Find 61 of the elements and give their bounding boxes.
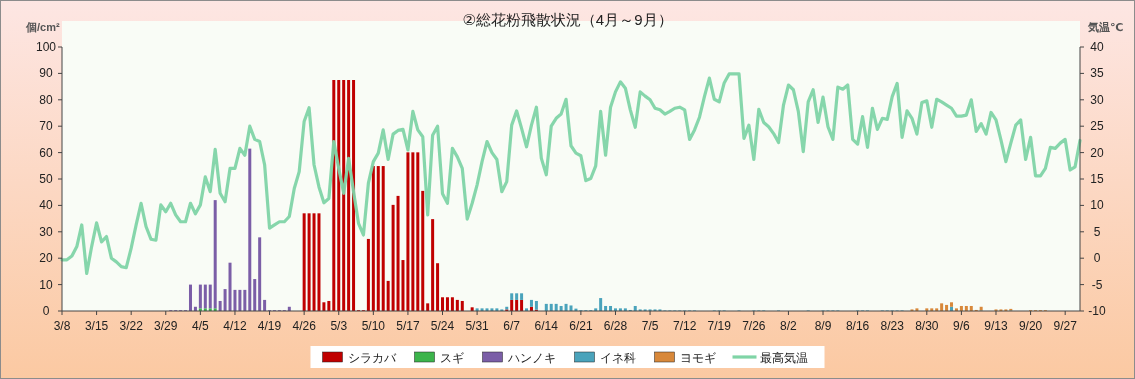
x-tick-label: 8/9: [814, 319, 832, 333]
x-tick-label: 8/30: [915, 319, 939, 333]
y2-tick-label: 40: [1090, 40, 1104, 54]
y2-axis-title: 気温℃: [1087, 21, 1124, 33]
y-tick-label: 50: [39, 172, 53, 186]
x-tick-label: 7/12: [672, 319, 697, 333]
legend-label: ハンノキ: [506, 350, 556, 365]
y2-tick-label: -10: [1088, 304, 1106, 318]
x-tick-label: 5/17: [396, 319, 420, 333]
y2-tick-label: 0: [1093, 251, 1101, 266]
legend-label: シラカバ: [347, 350, 397, 365]
x-tick-label: 3/15: [84, 319, 109, 333]
y-tick-label: 30: [39, 224, 53, 239]
y-tick-label: 20: [39, 251, 53, 266]
x-tick-label: 7/5: [641, 319, 659, 333]
x-tick-label: 3/8: [53, 319, 71, 333]
y-tick-label: 0: [42, 304, 50, 318]
x-tick-label: 9/13: [984, 319, 1008, 333]
x-tick-label: 3/22: [119, 319, 144, 333]
x-tick-label: 8/16: [845, 319, 870, 333]
y-tick-label: 60: [39, 145, 53, 160]
y2-tick-label: 35: [1090, 66, 1104, 81]
legend-label: 最高気温: [759, 350, 808, 365]
y2-tick-label: 30: [1090, 92, 1104, 107]
x-tick-label: 4/26: [292, 319, 317, 333]
x-tick-label: 3/29: [154, 319, 178, 333]
y-tick-label: 90: [39, 66, 53, 81]
y-tick-label: 100: [35, 40, 57, 54]
y-tick-label: 40: [39, 198, 53, 213]
legend-label: ヨモギ: [679, 350, 716, 365]
y-axis-title: 個/cm²: [25, 21, 60, 33]
x-tick-label: 6/21: [569, 319, 593, 333]
x-tick-label: 4/5: [192, 319, 210, 333]
x-tick-label: 6/28: [603, 319, 628, 333]
x-tick-label: 5/3: [330, 319, 348, 333]
x-tick-label: 5/24: [430, 319, 455, 333]
x-tick-label: 8/23: [880, 319, 905, 333]
y2-tick-label: 20: [1090, 145, 1104, 160]
y2-tick-label: -5: [1091, 277, 1103, 292]
legend-label: スギ: [439, 350, 464, 365]
y-tick-label: 10: [39, 277, 53, 292]
y2-tick-label: 5: [1093, 224, 1101, 239]
x-tick-label: 5/10: [361, 319, 386, 333]
y2-tick-label: 10: [1090, 198, 1104, 213]
x-tick-label: 9/6: [953, 319, 971, 333]
y-tick-label: 80: [39, 92, 53, 107]
x-tick-label: 8/2: [780, 319, 798, 333]
x-tick-label: 5/31: [465, 319, 490, 333]
x-tick-label: 7/26: [742, 319, 766, 333]
x-tick-label: 4/19: [257, 319, 282, 333]
legend-label: イネ科: [599, 350, 636, 365]
x-tick-label: 9/20: [1018, 319, 1043, 333]
x-tick-label: 6/7: [503, 319, 521, 333]
x-tick-label: 6/14: [534, 319, 559, 333]
chart-title: ②総花粉飛散状況（4月～9月）: [462, 11, 673, 28]
y2-tick-label: 15: [1090, 172, 1104, 186]
y-tick-label: 70: [39, 119, 53, 134]
x-tick-label: 7/19: [707, 319, 732, 333]
x-tick-label: 9/27: [1053, 319, 1078, 333]
x-tick-label: 4/12: [223, 319, 247, 333]
y2-tick-label: 25: [1090, 119, 1104, 134]
